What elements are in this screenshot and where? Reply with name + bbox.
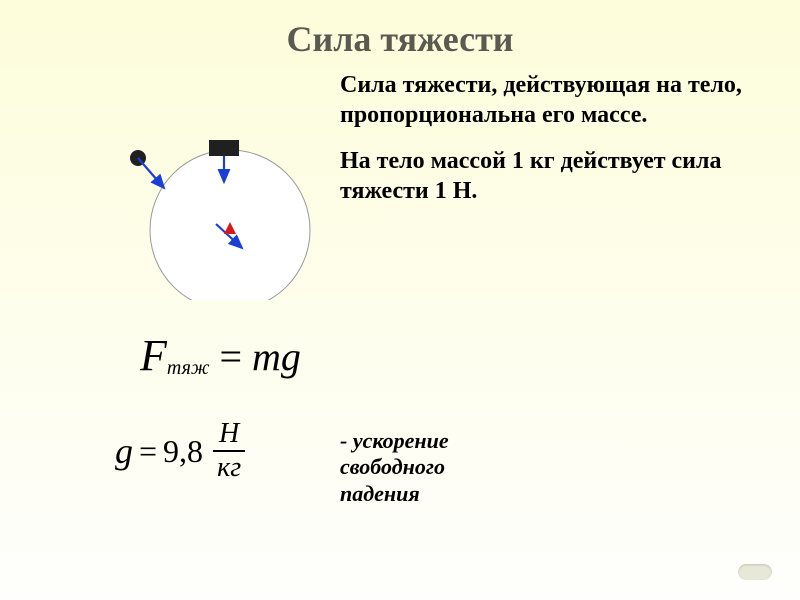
formula-force: Fтяж = mg: [140, 330, 301, 381]
symbol-g: g: [115, 430, 133, 472]
gravity-diagram: [60, 80, 320, 300]
g-caption-line3: падения: [340, 481, 449, 507]
box-on-surface: [209, 140, 239, 156]
g-caption-line1: - ускорение: [340, 428, 449, 454]
unit-newton: Н: [213, 420, 245, 450]
g-number: 9,8: [163, 433, 203, 470]
formula-g-value: g = 9,8 Н кг: [115, 420, 245, 482]
g-caption-line2: свободного: [340, 454, 449, 480]
ball-force-arrow: [138, 158, 164, 188]
diagram-svg: [60, 80, 320, 300]
g-units-fraction: Н кг: [213, 420, 245, 482]
g-caption: - ускорение свободного падения: [340, 428, 449, 507]
unit-kg: кг: [217, 452, 241, 482]
subscript-tyazh: тяж: [167, 357, 210, 379]
paragraph-1: Сила тяжести, действующая на тело, пропо…: [340, 70, 770, 130]
paragraph-2: На тело массой 1 кг действует сила тяжес…: [340, 146, 770, 206]
body-text: Сила тяжести, действующая на тело, пропо…: [340, 70, 770, 222]
symbol-mg: mg: [252, 334, 301, 379]
equals-sign-1: =: [213, 334, 248, 379]
slide-title: Сила тяжести: [0, 18, 800, 60]
symbol-F: F: [140, 331, 167, 380]
nav-pill-button[interactable]: [738, 564, 772, 580]
equals-sign-2: =: [139, 433, 157, 470]
slide-stage: Сила тяжести Сила тяжести, действующая н…: [0, 0, 800, 600]
